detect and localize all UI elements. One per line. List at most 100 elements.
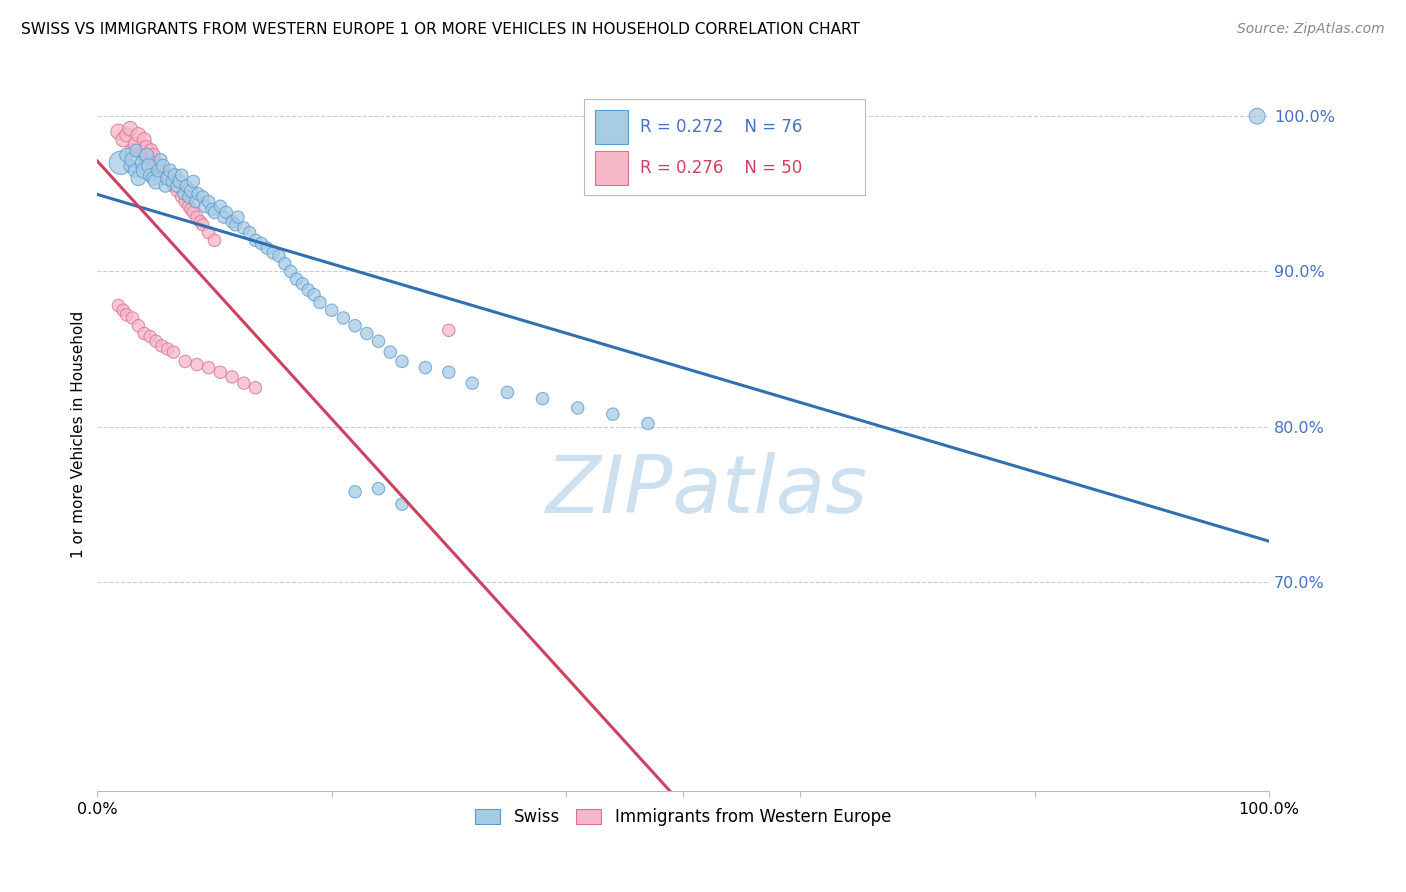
Point	[134, 132, 156, 146]
Point	[183, 174, 205, 188]
Point	[163, 168, 186, 182]
Point	[141, 144, 163, 158]
Point	[107, 125, 129, 139]
Point	[221, 215, 243, 229]
Point	[274, 257, 297, 271]
Point	[115, 148, 138, 162]
Text: R = 0.276    N = 50: R = 0.276 N = 50	[640, 159, 801, 178]
Point	[226, 210, 249, 224]
Point	[155, 168, 177, 182]
Point	[187, 186, 209, 201]
Point	[139, 329, 162, 343]
Point	[115, 128, 138, 142]
Point	[204, 233, 226, 247]
Text: ZIPatlas: ZIPatlas	[546, 452, 868, 531]
Point	[110, 156, 132, 170]
Point	[186, 210, 208, 224]
Point	[150, 163, 173, 178]
Point	[212, 210, 235, 224]
Point	[120, 121, 142, 136]
Point	[169, 174, 191, 188]
Point	[302, 287, 325, 301]
Point	[159, 163, 181, 178]
Point	[162, 179, 184, 194]
Point	[256, 241, 278, 255]
Legend: Swiss, Immigrants from Western Europe: Swiss, Immigrants from Western Europe	[467, 799, 900, 834]
FancyBboxPatch shape	[595, 151, 628, 186]
Point	[437, 365, 460, 379]
Point	[115, 308, 138, 322]
Point	[166, 179, 188, 194]
Point	[204, 205, 226, 219]
Point	[239, 226, 262, 240]
Point	[321, 303, 343, 318]
Point	[194, 199, 217, 213]
Point	[367, 482, 389, 496]
Point	[138, 159, 160, 173]
Point	[183, 205, 205, 219]
Text: Source: ZipAtlas.com: Source: ZipAtlas.com	[1237, 22, 1385, 37]
Point	[191, 190, 214, 204]
Point	[121, 153, 143, 167]
Point	[177, 190, 200, 204]
Point	[124, 163, 146, 178]
Point	[602, 407, 624, 421]
Point	[155, 179, 177, 194]
Point	[344, 484, 367, 499]
Point	[291, 277, 314, 291]
Point	[156, 342, 179, 356]
Point	[173, 186, 195, 201]
Point	[142, 148, 165, 162]
Point	[145, 334, 167, 349]
Point	[107, 299, 129, 313]
Point	[148, 163, 170, 178]
Point	[125, 144, 148, 158]
Point	[531, 392, 554, 406]
Point	[166, 184, 188, 198]
Point	[567, 401, 589, 415]
Point	[267, 249, 290, 263]
Point	[197, 360, 219, 375]
Point	[197, 226, 219, 240]
FancyBboxPatch shape	[583, 99, 865, 195]
Point	[121, 144, 143, 158]
FancyBboxPatch shape	[595, 110, 628, 144]
Point	[637, 417, 659, 431]
Point	[180, 184, 202, 198]
Point	[149, 153, 172, 167]
Point	[138, 153, 160, 167]
Point	[190, 215, 212, 229]
Point	[127, 171, 149, 186]
Point	[262, 245, 284, 260]
Point	[145, 156, 167, 170]
Point	[180, 202, 202, 217]
Point	[209, 365, 232, 379]
Point	[174, 194, 197, 209]
Point	[191, 218, 214, 232]
Point	[177, 199, 200, 213]
Point	[124, 137, 146, 152]
Point	[245, 381, 267, 395]
Point	[197, 194, 219, 209]
Point	[496, 385, 519, 400]
Point	[162, 345, 184, 359]
Point	[221, 370, 243, 384]
Point	[391, 354, 413, 368]
Text: SWISS VS IMMIGRANTS FROM WESTERN EUROPE 1 OR MORE VEHICLES IN HOUSEHOLD CORRELAT: SWISS VS IMMIGRANTS FROM WESTERN EUROPE …	[21, 22, 860, 37]
Point	[135, 140, 157, 154]
Y-axis label: 1 or more Vehicles in Household: 1 or more Vehicles in Household	[72, 310, 86, 558]
Point	[131, 148, 153, 162]
Point	[297, 283, 319, 297]
Point	[135, 148, 157, 162]
Text: R = 0.272    N = 76: R = 0.272 N = 76	[640, 118, 803, 136]
Point	[380, 345, 402, 359]
Point	[176, 179, 198, 194]
Point	[215, 205, 238, 219]
Point	[356, 326, 378, 341]
Point	[127, 128, 149, 142]
Point	[120, 159, 142, 173]
Point	[142, 171, 165, 186]
Point	[245, 233, 267, 247]
Point	[184, 194, 207, 209]
Point	[437, 323, 460, 337]
